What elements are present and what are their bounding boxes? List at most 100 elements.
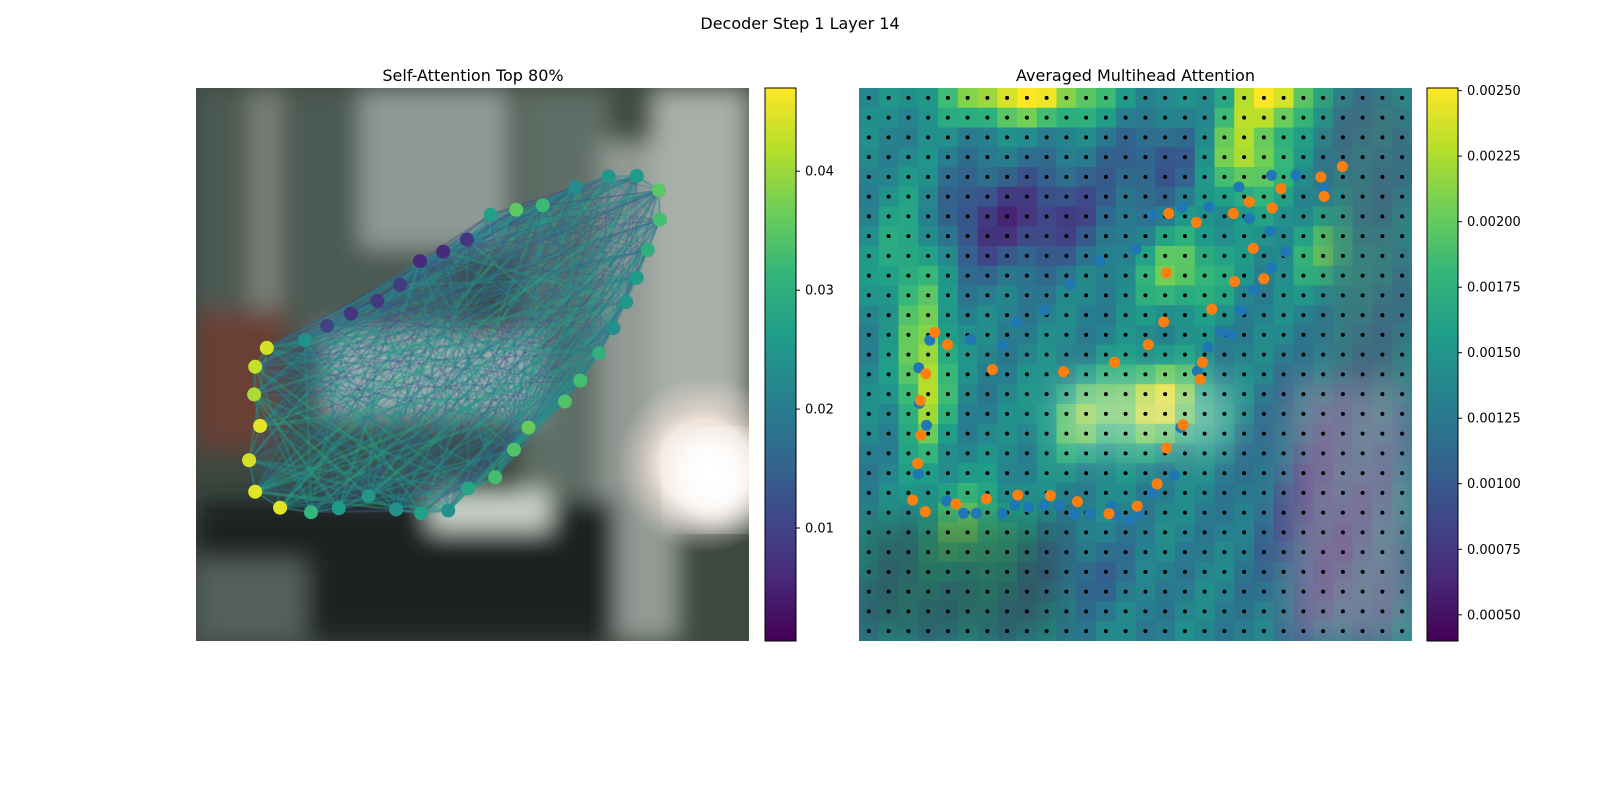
grid-dot: [945, 431, 950, 436]
grid-dot: [1064, 629, 1069, 634]
grid-dot: [945, 550, 950, 555]
attention-line: [490, 213, 649, 252]
grid-dot: [1123, 629, 1128, 634]
attention-line: [327, 324, 614, 329]
grid-dot: [985, 194, 990, 199]
attention-line: [377, 276, 637, 302]
attention-line: [400, 276, 637, 287]
grid-dot: [1321, 372, 1326, 377]
grid-dot: [1400, 609, 1405, 614]
grid-dot: [1182, 135, 1187, 140]
self-attention-panel: [196, 88, 749, 641]
grid-dot: [945, 372, 950, 377]
keypoint: [1151, 478, 1163, 490]
grid-dot: [1242, 253, 1247, 258]
grid-dot: [1044, 115, 1049, 120]
attention-line: [259, 300, 379, 427]
grid-dot: [886, 431, 891, 436]
attention-line: [395, 426, 529, 511]
attention-line: [253, 186, 576, 396]
grid-dot: [1163, 609, 1168, 614]
grid-dot: [1163, 253, 1168, 258]
grid-dot: [1202, 471, 1207, 476]
grid-dot: [1281, 273, 1286, 278]
grid-dot: [1044, 569, 1049, 574]
grid-dot: [1024, 174, 1029, 179]
grid-dot: [1202, 234, 1207, 239]
grid-dot: [866, 194, 871, 199]
grid-dot: [985, 451, 990, 456]
attention-line: [326, 325, 496, 478]
grid-dot: [866, 155, 871, 160]
grid-dot: [1202, 174, 1207, 179]
grid-dot: [906, 135, 911, 140]
attention-line: [253, 327, 614, 396]
keypoint: [913, 362, 925, 374]
attention-line: [252, 393, 340, 510]
attention-line: [527, 205, 545, 428]
attention-line: [279, 213, 492, 509]
grid-dot: [1182, 253, 1187, 258]
grid-dot: [1005, 372, 1010, 377]
keypoint: [1147, 487, 1159, 499]
grid-dot: [1143, 273, 1148, 278]
grid-dot: [1261, 115, 1266, 120]
grid-dot: [1202, 253, 1207, 258]
attention-line: [304, 338, 581, 382]
grid-dot: [1044, 609, 1049, 614]
attention-line: [279, 260, 421, 509]
attention-line: [395, 476, 496, 511]
grid-dot: [1103, 313, 1108, 318]
keypoint: [1009, 500, 1021, 511]
grid-dot: [1400, 490, 1405, 495]
grid-dot: [985, 273, 990, 278]
grid-dot: [1360, 234, 1365, 239]
grid-dot: [886, 214, 891, 219]
attention-point: [273, 500, 288, 515]
grid-dot: [1044, 411, 1049, 416]
grid-dot: [1380, 214, 1385, 219]
grid-dot: [1360, 194, 1365, 199]
grid-dot: [926, 253, 931, 258]
keypoint: [907, 494, 919, 506]
grid-dot: [1123, 313, 1128, 318]
grid-dot: [1222, 194, 1227, 199]
grid-dot: [1143, 174, 1148, 179]
attention-line: [325, 325, 398, 510]
attention-point: [370, 293, 385, 308]
attention-point: [248, 484, 263, 499]
grid-dot: [965, 629, 970, 634]
grid-dot: [1321, 313, 1326, 318]
keypoint: [1044, 490, 1056, 502]
grid-dot: [1400, 214, 1405, 219]
attention-line: [350, 249, 648, 315]
grid-dot: [1222, 629, 1227, 634]
attention-line: [254, 393, 565, 403]
grid-dot: [965, 273, 970, 278]
attention-line: [303, 339, 423, 515]
attention-point: [640, 243, 655, 257]
grid-dot: [886, 273, 891, 278]
grid-dot: [886, 471, 891, 476]
attention-line: [419, 260, 600, 354]
right-chart-title: Averaged Multihead Attention: [1016, 66, 1255, 85]
grid-dot: [866, 431, 871, 436]
grid-dot: [1202, 451, 1207, 456]
grid-dot: [1143, 431, 1148, 436]
grid-dot: [1005, 253, 1010, 258]
grid-dot: [1321, 392, 1326, 397]
grid-dot: [1202, 352, 1207, 357]
grid-dot: [985, 510, 990, 515]
grid-dot: [1281, 155, 1286, 160]
grid-dot: [1261, 372, 1266, 377]
grid-dot: [1202, 530, 1207, 535]
keypoint: [942, 339, 953, 351]
grid-dot: [1340, 194, 1345, 199]
grid-dot: [1123, 253, 1128, 258]
keypoints: [907, 161, 1348, 526]
grid-dot: [1084, 490, 1089, 495]
attention-line: [512, 175, 638, 451]
grid-dot: [1024, 194, 1029, 199]
grid-dot: [1301, 431, 1306, 436]
attention-line: [303, 340, 313, 513]
